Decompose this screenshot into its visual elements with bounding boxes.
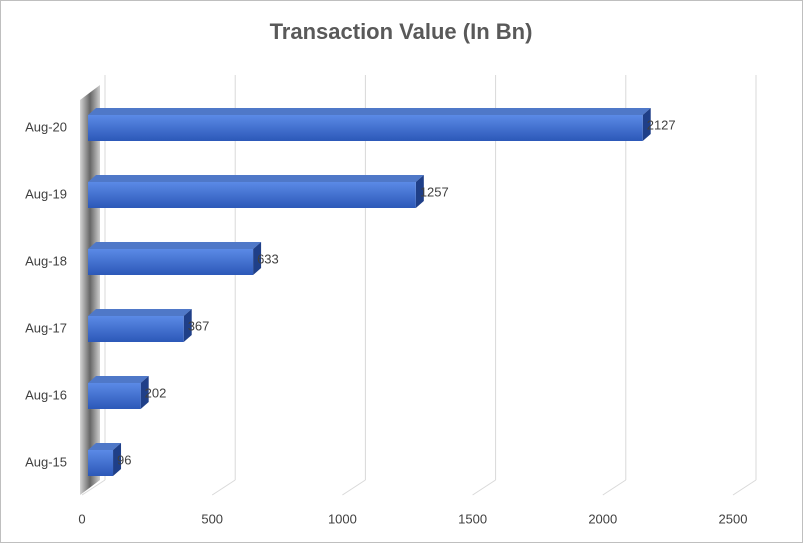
bar-front <box>88 182 416 208</box>
bar-top <box>88 108 651 115</box>
bar-top <box>88 309 192 316</box>
bar-front <box>88 450 114 476</box>
bar <box>88 175 424 208</box>
data-label: 633 <box>257 251 279 266</box>
floor-line <box>472 479 496 496</box>
data-label: 2127 <box>647 117 676 132</box>
floor-line <box>732 479 757 496</box>
bar <box>88 242 262 275</box>
data-label: 96 <box>117 452 131 467</box>
y-tick-label: Aug-19 <box>25 186 67 201</box>
bar <box>88 443 122 476</box>
bar-top <box>88 443 122 450</box>
floor-line <box>342 479 366 496</box>
bar-side <box>415 175 424 208</box>
floor-line <box>211 479 236 496</box>
y-tick-label: Aug-20 <box>25 119 67 134</box>
y-tick-label: Aug-17 <box>25 320 67 335</box>
bar-top <box>88 376 149 383</box>
bar-front <box>88 249 254 275</box>
y-tick-label: Aug-16 <box>25 387 67 402</box>
chart-title: Transaction Value (In Bn) <box>270 19 533 44</box>
bar-side <box>140 376 149 409</box>
x-tick-label: 0 <box>78 511 85 526</box>
data-label: 1257 <box>420 184 449 199</box>
bar-side <box>113 443 122 476</box>
bar-side <box>642 108 651 141</box>
bar <box>88 376 149 409</box>
bar-front <box>88 383 141 409</box>
bar-top <box>88 242 262 249</box>
bar-front <box>88 316 184 342</box>
x-tick-label: 1500 <box>458 511 487 526</box>
x-tick-label: 2000 <box>588 511 617 526</box>
data-label: 202 <box>145 385 167 400</box>
data-label: 367 <box>188 318 210 333</box>
y-tick-label: Aug-18 <box>25 253 67 268</box>
bar-side <box>183 309 192 342</box>
floor-line <box>602 479 627 496</box>
x-tick-label: 500 <box>201 511 223 526</box>
floor-line <box>81 479 106 496</box>
bar <box>88 108 651 141</box>
y-tick-label: Aug-15 <box>25 454 67 469</box>
bar-top <box>88 175 424 182</box>
left-wall <box>80 85 100 495</box>
x-tick-label: 2500 <box>719 511 748 526</box>
bar-front <box>88 115 643 141</box>
bar <box>88 309 192 342</box>
bar-side <box>253 242 262 275</box>
x-tick-label: 1000 <box>328 511 357 526</box>
